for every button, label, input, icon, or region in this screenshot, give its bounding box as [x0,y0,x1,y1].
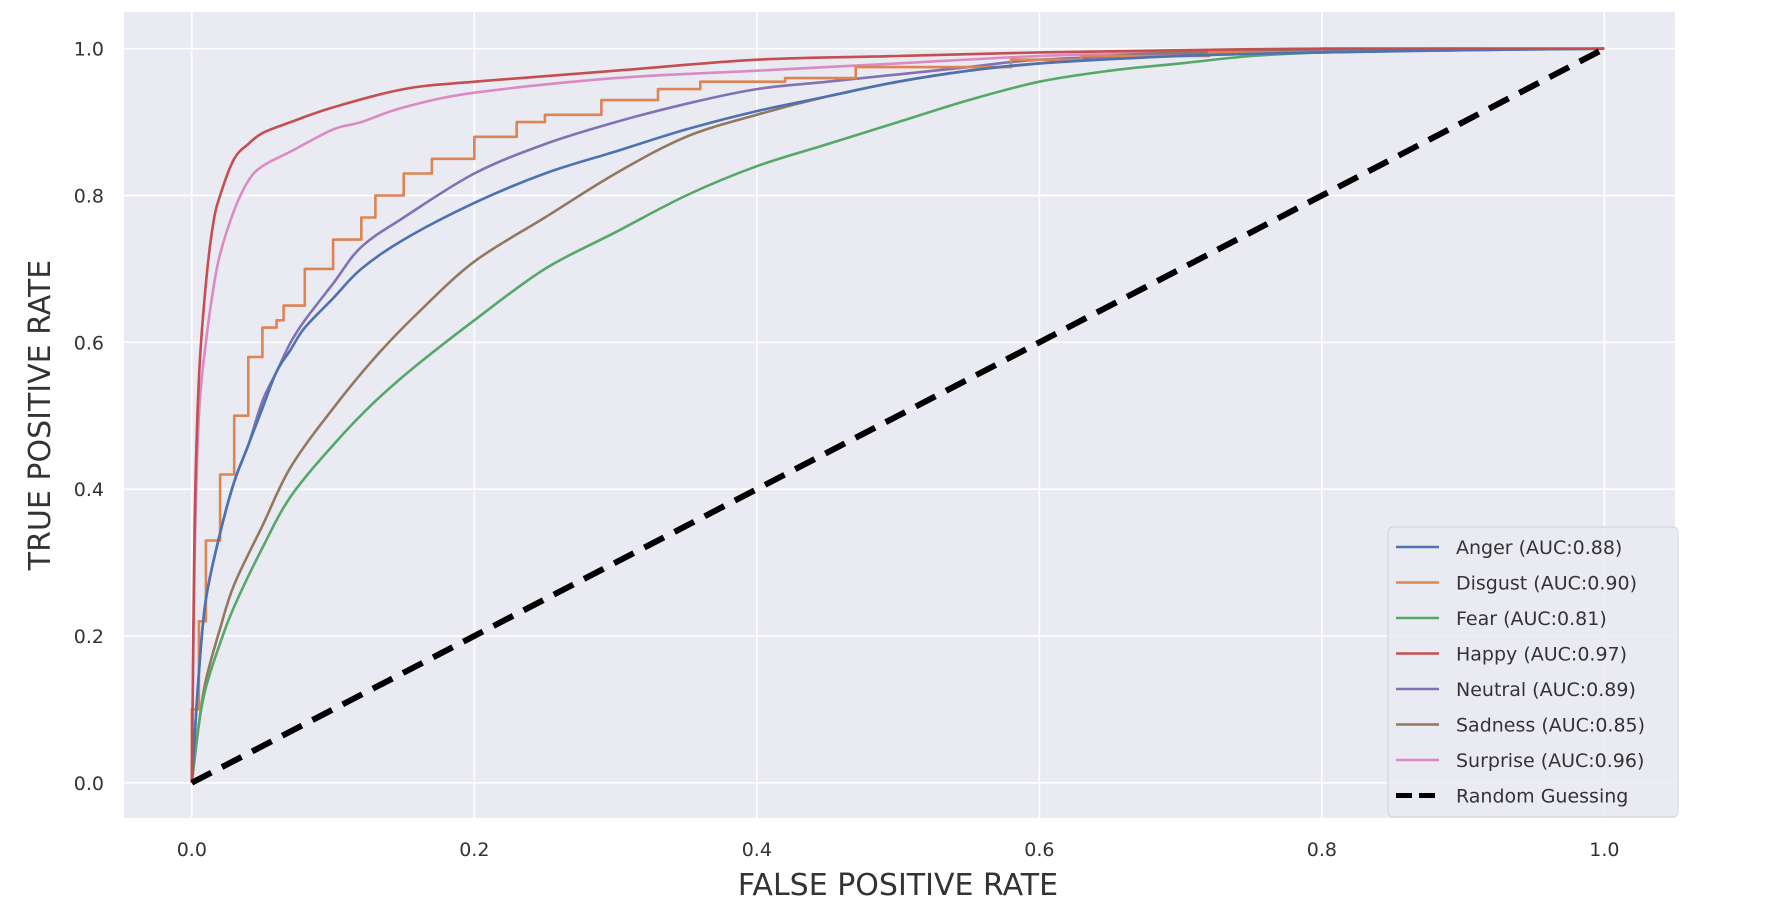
series-line-sadness [190,47,1605,783]
y-tick-label: 0.2 [74,626,104,648]
y-tick-label: 0.4 [74,479,104,501]
x-tick-label: 1.0 [1589,839,1619,861]
series-line-anger [190,47,1605,783]
x-tick-labels: 0.0 0.2 0.4 0.6 0.8 1.0 [177,839,1620,861]
y-tick-label: 0.6 [74,332,104,354]
y-axis-label: TRUE POSITIVE RATE [23,260,58,572]
legend-entry: Fear (AUC:0.81) [1456,608,1607,630]
y-tick-label: 0.8 [74,186,104,208]
x-tick-label: 0.8 [1307,839,1337,861]
series-line-surprise [190,47,1605,783]
legend-box [1387,526,1679,818]
legend-entry: Sadness (AUC:0.85) [1456,715,1645,737]
legend-entry: Neutral (AUC:0.89) [1456,679,1636,701]
y-tick-label: 0.0 [74,773,104,795]
x-axis-label: FALSE POSITIVE RATE [738,868,1058,903]
series-line-disgust [190,47,1605,783]
legend: Anger (AUC:0.88) Disgust (AUC:0.90) Fear (… [1387,526,1679,818]
y-tick-labels: 0.0 0.2 0.4 0.6 0.8 1.0 [74,39,104,795]
series-line-random [190,46,1606,786]
x-tick-label: 0.6 [1024,839,1054,861]
legend-entry: Anger (AUC:0.88) [1456,537,1622,559]
legend-entry: Surprise (AUC:0.96) [1456,750,1644,772]
series-lines [190,46,1606,786]
y-tick-label: 1.0 [74,39,104,61]
legend-entry: Disgust (AUC:0.90) [1456,573,1637,595]
x-tick-label: 0.0 [177,839,207,861]
series-line-happy [190,47,1605,783]
x-tick-label: 0.4 [742,839,772,861]
series-line-fear [190,47,1605,783]
x-tick-label: 0.2 [459,839,489,861]
legend-entry: Random Guessing [1456,786,1628,808]
legend-entry: Happy (AUC:0.97) [1456,644,1627,666]
